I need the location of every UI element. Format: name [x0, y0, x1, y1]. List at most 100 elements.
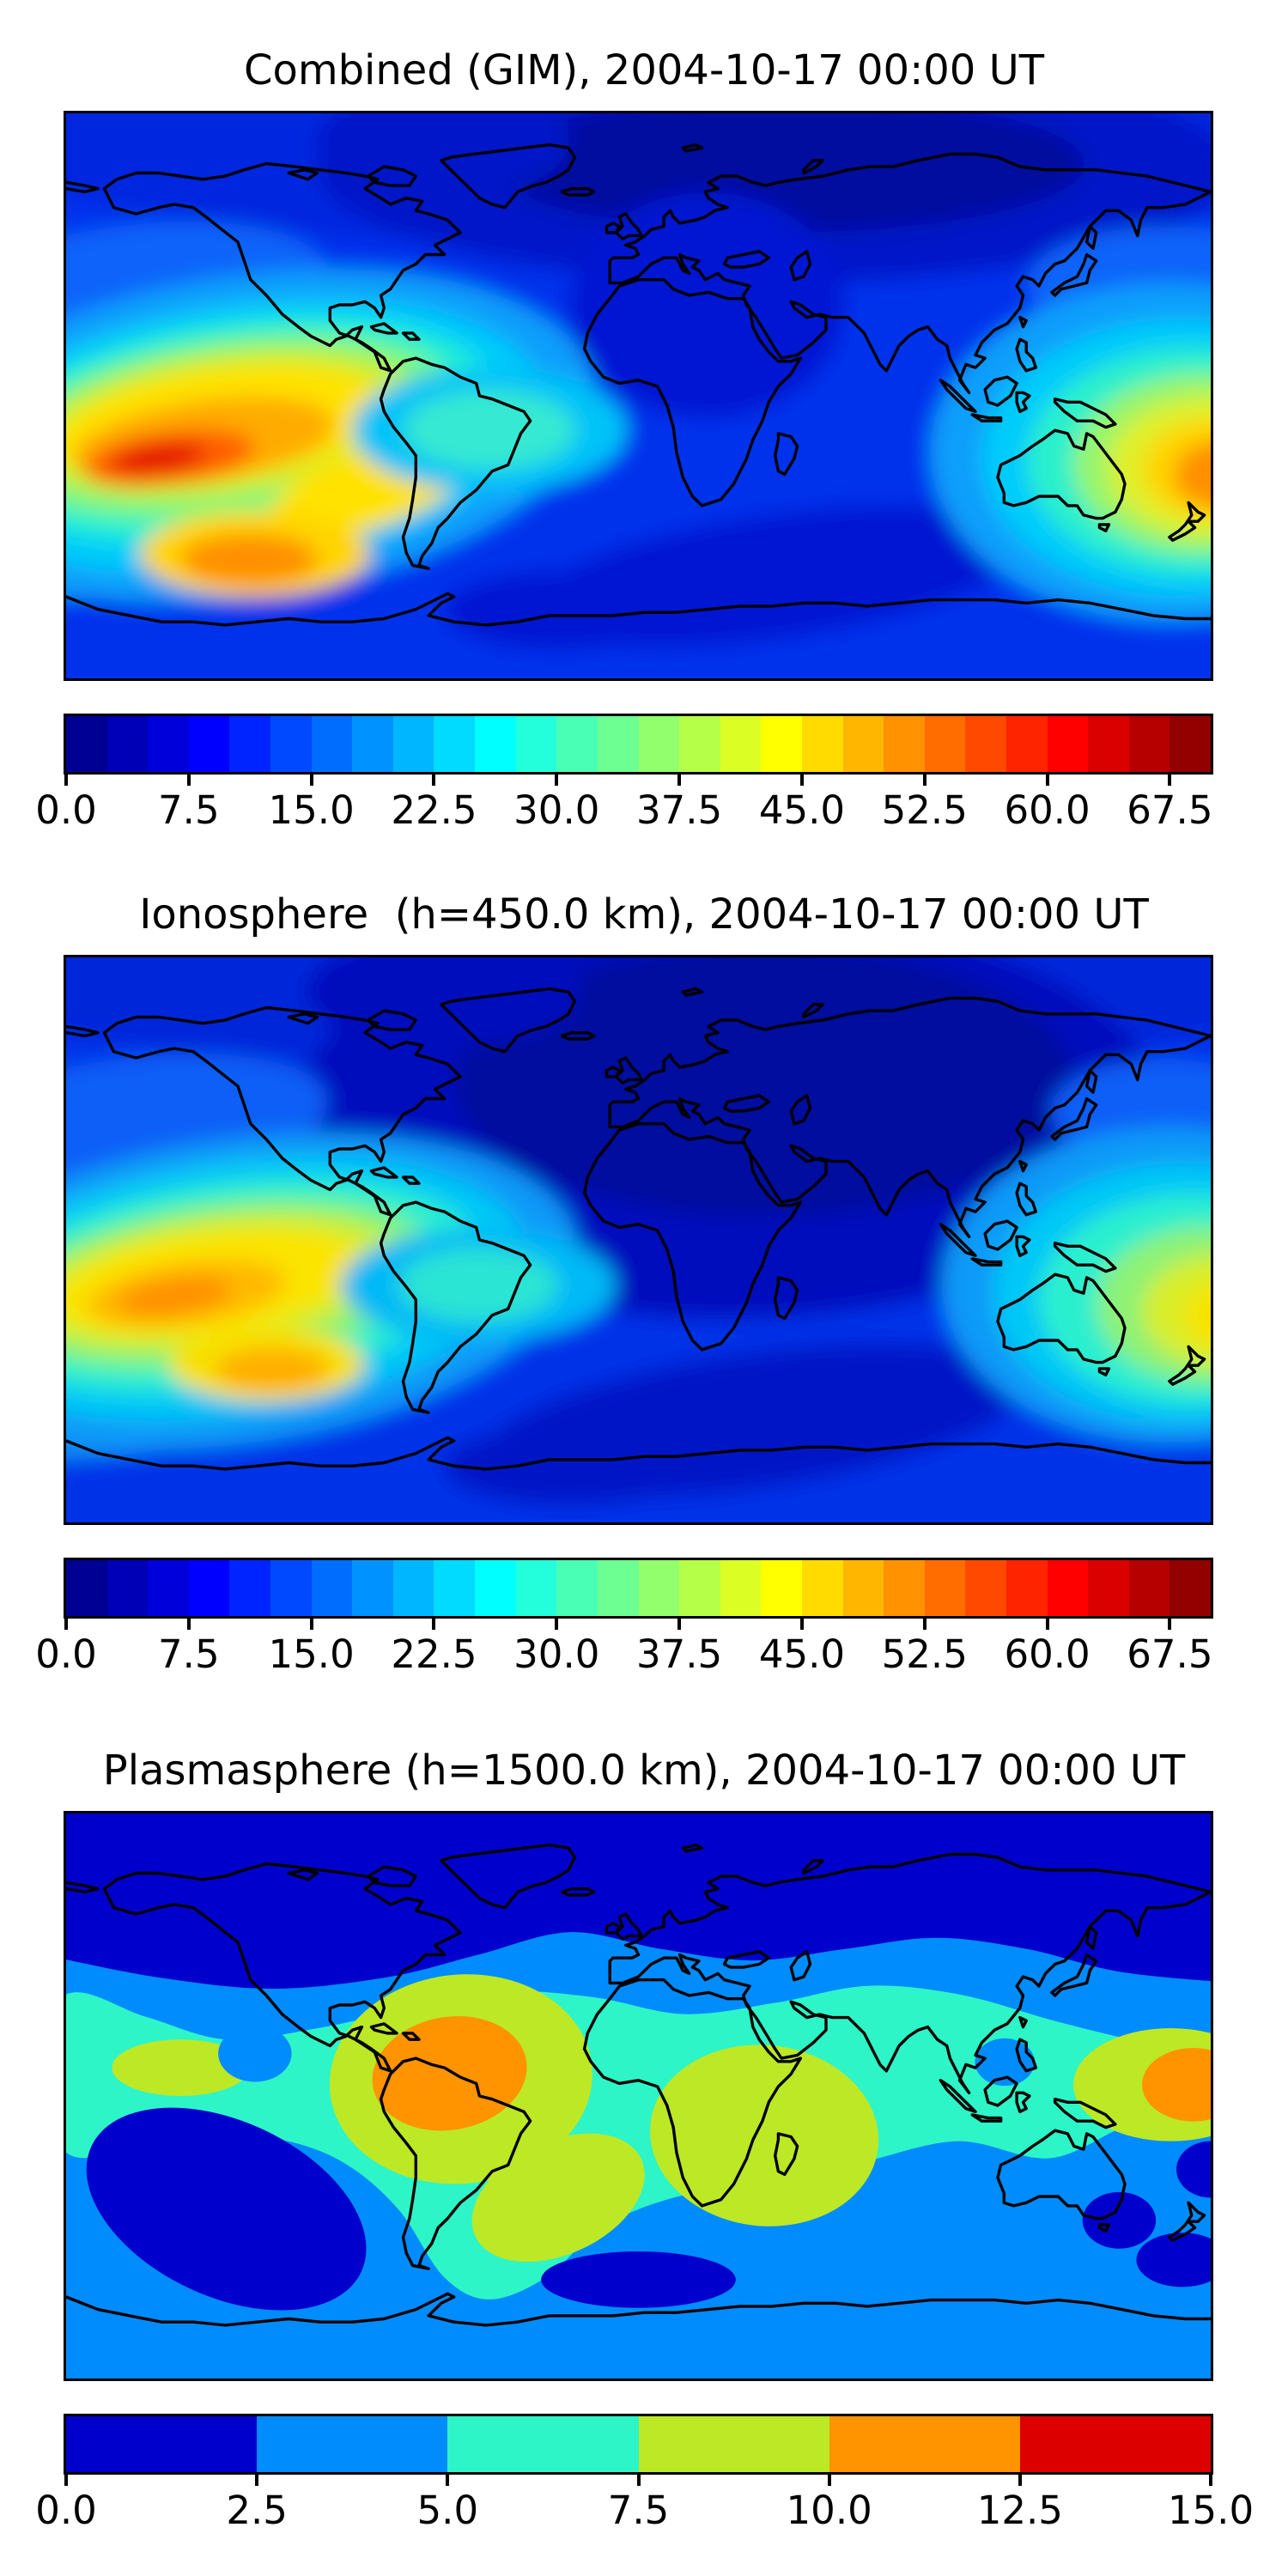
colorbar-tick-label: 7.5 [158, 1631, 220, 1677]
colorbar-ionosphere [64, 1558, 1213, 1619]
colorbar-segment [597, 716, 639, 772]
colorbar-segment [638, 716, 680, 772]
colorbar-segment [66, 2416, 258, 2472]
colorbar-segment [884, 716, 925, 772]
colorbar-segment [556, 716, 598, 772]
colorbar-segment [1006, 716, 1048, 772]
colorbar-segment [352, 1560, 393, 1616]
colorbar-segment [66, 1560, 107, 1616]
world-map-ionosphere [64, 955, 1213, 1525]
colorbar-tick [186, 1616, 191, 1630]
map-canvas-plasmasphere [66, 1814, 1211, 2379]
colorbar-tick-label: 60.0 [1004, 787, 1091, 833]
colorbar-tick-label: 12.5 [976, 2488, 1063, 2533]
colorbar-segment [1019, 2416, 1212, 2472]
colorbar-segment [1170, 1560, 1212, 1616]
colorbar-segment [392, 716, 434, 772]
colorbar-segment [66, 716, 107, 772]
colorbar-segment [597, 1560, 639, 1616]
colorbar-segment [311, 1560, 353, 1616]
colorbar-segment [148, 716, 189, 772]
colorbar-tick [555, 1616, 559, 1630]
colorbar-segment [1128, 716, 1170, 772]
colorbar-tick [446, 2472, 450, 2486]
colorbar-segment [924, 1560, 966, 1616]
panel-title-plasmasphere: Plasmasphere (h=1500.0 km), 2004-10-17 0… [102, 1747, 1186, 1795]
colorbar-tick-label: 52.5 [881, 1631, 968, 1677]
colorbar-tick [1168, 772, 1172, 786]
colorbar-segment [392, 1560, 434, 1616]
colorbar-segment [352, 716, 393, 772]
colorbar-segment [188, 716, 230, 772]
colorbar-tick [636, 2472, 641, 2486]
colorbar-tick [1209, 2472, 1212, 2486]
colorbar-segment [515, 1560, 557, 1616]
colorbar-segment [638, 2416, 829, 2472]
colorbar-segment [884, 1560, 925, 1616]
colorbar-tick-label: 10.0 [786, 2488, 872, 2533]
colorbar-segment [638, 1560, 680, 1616]
colorbar-tick [64, 772, 68, 786]
contour-field [66, 1814, 1211, 2379]
colorbar-tick [1045, 772, 1049, 786]
colorbar-segment [257, 2416, 448, 2472]
colorbar-segment [475, 716, 516, 772]
colorbar-tick-label: 0.0 [35, 1631, 97, 1677]
colorbar-tick-label: 45.0 [758, 787, 846, 833]
map-canvas-ionosphere [66, 957, 1211, 1522]
colorbar-plasmasphere [64, 2414, 1213, 2475]
colorbar-tick-label: 15.0 [1167, 2488, 1255, 2533]
contour-field [66, 113, 1211, 678]
colorbar-tick-label: 45.0 [758, 1631, 846, 1677]
colorbar-tick [64, 1616, 68, 1630]
colorbar-ticks-ionosphere: 0.0 7.5 15.0 22.5 30.0 37.5 45.0 52.5 60.0 67.5 [35, 1616, 1213, 1683]
colorbar-segment [106, 1560, 149, 1616]
colorbar-segment [679, 1560, 720, 1616]
colorbar-tick [1045, 1616, 1049, 1630]
colorbar-segment [515, 716, 557, 772]
colorbar-segment [1128, 1560, 1170, 1616]
panel-title-ionosphere: Ionosphere (h=450.0 km), 2004-10-17 00:0… [139, 890, 1149, 939]
colorbar-segment [556, 1560, 598, 1616]
map-canvas-combined [66, 113, 1211, 678]
colorbar-segment [801, 716, 843, 772]
colorbar-segment [447, 2416, 639, 2472]
colorbar-segment [1088, 716, 1129, 772]
colorbar-tick [922, 772, 927, 786]
colorbar-tick [255, 2472, 259, 2486]
colorbar-tick-label: 67.5 [1127, 787, 1213, 833]
colorbar-tick [677, 1616, 682, 1630]
colorbar-tick-label: 37.5 [635, 1631, 723, 1677]
colorbar-tick-label: 0.0 [35, 2488, 97, 2533]
colorbar-tick-label: 7.5 [158, 787, 220, 833]
colorbar-tick-label: 2.5 [226, 2488, 288, 2533]
world-map-combined [64, 111, 1213, 681]
panel-title-combined: Combined (GIM), 2004-10-17 00:00 UT [243, 46, 1045, 94]
colorbar-ticks-combined: 0.0 7.5 15.0 22.5 30.0 37.5 45.0 52.5 60.0 67.5 [35, 772, 1213, 839]
colorbar-tick [432, 772, 436, 786]
colorbar-tick-label: 7.5 [607, 2488, 670, 2533]
colorbar-segment [270, 716, 312, 772]
colorbar-tick-label: 22.5 [391, 787, 477, 833]
colorbar-segment [475, 1560, 516, 1616]
colorbar-tick-label: 15.0 [268, 1631, 355, 1677]
colorbar-segment [801, 1560, 843, 1616]
colorbar-segment [761, 716, 802, 772]
colorbar-tick [1018, 2472, 1022, 2486]
colorbar-segment [106, 716, 149, 772]
colorbar-tick-label: 0.0 [35, 787, 97, 833]
colorbar-tick [555, 772, 559, 786]
colorbar-tick [186, 772, 191, 786]
world-map-plasmasphere [64, 1811, 1213, 2381]
colorbar-segment [229, 716, 271, 772]
colorbar-segment [720, 716, 762, 772]
colorbar-tick-label: 60.0 [1004, 1631, 1091, 1677]
colorbar-segment [188, 1560, 230, 1616]
colorbar-segment [924, 716, 966, 772]
colorbar-tick [1168, 1616, 1172, 1630]
colorbar-segment [965, 1560, 1007, 1616]
colorbar-tick-label: 67.5 [1127, 1631, 1213, 1677]
colorbar-tick [922, 1616, 927, 1630]
colorbar-combined [64, 714, 1213, 775]
colorbar-segment [270, 1560, 312, 1616]
